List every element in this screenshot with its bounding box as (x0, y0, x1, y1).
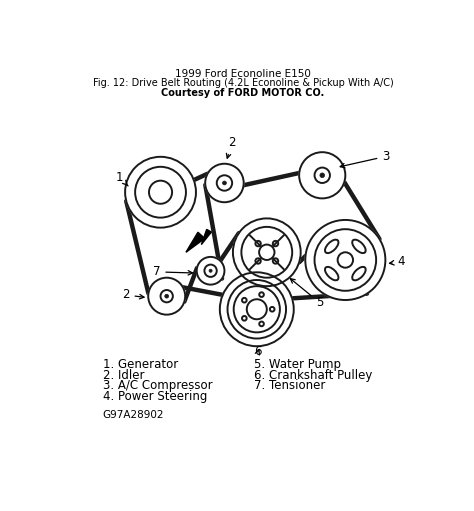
Circle shape (232, 218, 301, 287)
Circle shape (304, 219, 386, 301)
Circle shape (204, 163, 245, 203)
Text: 4: 4 (390, 256, 405, 268)
Circle shape (222, 181, 227, 185)
Circle shape (219, 271, 294, 347)
Text: 2: 2 (227, 136, 236, 158)
Text: 7. Tensioner: 7. Tensioner (255, 379, 326, 392)
Circle shape (196, 256, 225, 285)
Text: G97A28902: G97A28902 (103, 410, 164, 420)
Circle shape (124, 156, 197, 228)
Text: 2. Idler: 2. Idler (103, 368, 144, 382)
Text: Courtesy of FORD MOTOR CO.: Courtesy of FORD MOTOR CO. (161, 87, 325, 98)
Circle shape (209, 269, 212, 272)
Circle shape (147, 277, 186, 315)
Text: 2: 2 (122, 289, 144, 301)
Polygon shape (201, 229, 211, 245)
Circle shape (320, 173, 325, 178)
Text: 6: 6 (255, 345, 262, 358)
Text: 5: 5 (291, 278, 323, 309)
Text: Fig. 12: Drive Belt Routing (4.2L Econoline & Pickup With A/C): Fig. 12: Drive Belt Routing (4.2L Econol… (92, 78, 393, 88)
Text: 3. A/C Compressor: 3. A/C Compressor (103, 379, 212, 392)
Text: 5. Water Pump: 5. Water Pump (255, 358, 341, 371)
Text: 1. Generator: 1. Generator (103, 358, 178, 371)
Text: 1: 1 (116, 171, 128, 186)
Circle shape (165, 294, 169, 298)
Text: 3: 3 (340, 150, 390, 168)
Polygon shape (186, 232, 205, 252)
Text: 6. Crankshaft Pulley: 6. Crankshaft Pulley (255, 368, 373, 382)
Text: 4. Power Steering: 4. Power Steering (103, 390, 207, 403)
Circle shape (298, 151, 346, 199)
Text: 7: 7 (153, 265, 192, 278)
Text: 1999 Ford Econoline E150: 1999 Ford Econoline E150 (175, 69, 311, 79)
